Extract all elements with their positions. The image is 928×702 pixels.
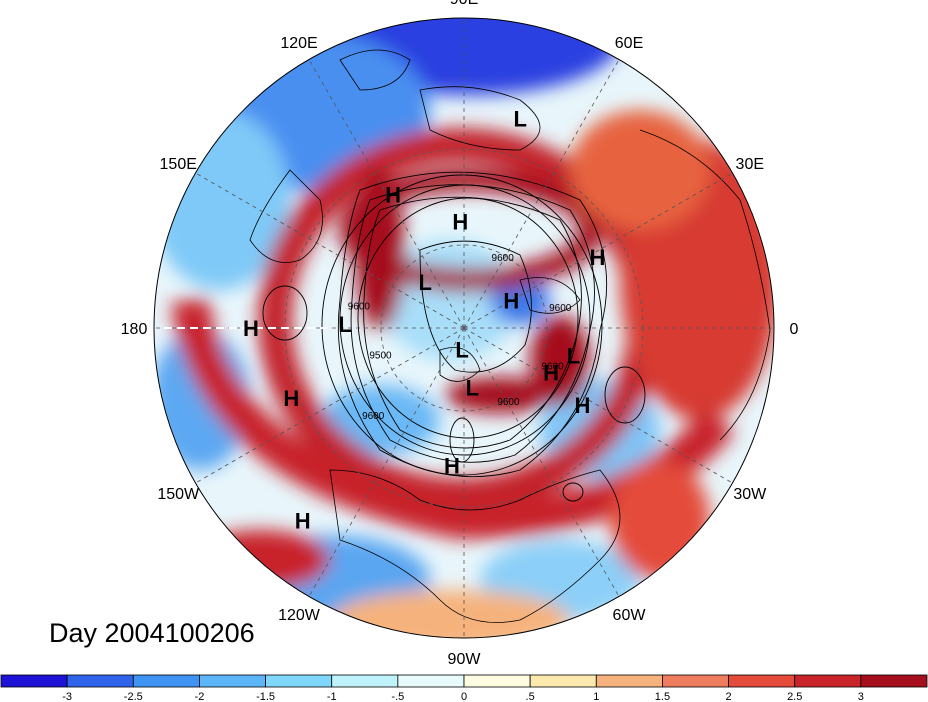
- colorbar-tick-label: .5: [526, 691, 535, 702]
- meridian-line: [195, 172, 465, 329]
- colorbar-swatch: [199, 674, 266, 688]
- contour-label: 9600: [541, 361, 564, 372]
- map-boundary: [153, 17, 775, 639]
- colorbar-swatch: [463, 674, 531, 688]
- parallel-line: [380, 244, 548, 412]
- colorbar-tick-label: 1.5: [655, 691, 670, 702]
- high-pressure-marker: H: [243, 316, 259, 341]
- colorbar: -3 -2.5 -2 -1.5 -1 -.5 0 .5 1 1.5 2 2.5 3: [0, 674, 928, 702]
- meridian-line: [308, 59, 465, 329]
- contour-label: 9600: [492, 253, 515, 264]
- meridian-line: [463, 327, 733, 484]
- longitude-label: 120E: [280, 35, 317, 52]
- colorbar-swatch: [595, 674, 663, 688]
- contour-label: 9600: [549, 303, 572, 314]
- colorbar-tick-label: -1.5: [256, 691, 275, 702]
- longitude-label: 30W: [733, 486, 767, 503]
- graticule: [154, 18, 774, 638]
- colorbar-tick-label: 2.5: [787, 691, 802, 702]
- longitude-label: 60W: [613, 607, 647, 624]
- colorbar-swatch: [794, 674, 862, 688]
- colorbar-tick-label: -.5: [391, 691, 404, 702]
- low-pressure-marker: L: [455, 338, 468, 363]
- high-pressure-marker: H: [444, 453, 460, 478]
- colorbar-swatch: [529, 674, 597, 688]
- meridian-line: [463, 172, 733, 329]
- colorbar-tick-label: -3: [62, 691, 72, 702]
- low-pressure-marker: L: [419, 270, 432, 295]
- longitude-label: 0: [790, 321, 799, 338]
- colorbar-tick-label: -1: [327, 691, 337, 702]
- low-pressure-marker: L: [338, 312, 351, 337]
- polar-map: 9600 9600 9500 9600 9600 9600 9600 90E 60E 30E 0 3…: [121, 0, 799, 668]
- height-contours: [262, 171, 646, 502]
- colorbar-swatch: [66, 674, 134, 688]
- longitude-label: 120W: [278, 607, 321, 624]
- longitude-label: 150W: [157, 486, 200, 503]
- colorbar-swatch: [662, 674, 729, 688]
- colorbar-tick-label: -2: [195, 691, 205, 702]
- date-label: Day 2004100206: [49, 618, 255, 648]
- high-pressure-marker: H: [543, 360, 559, 385]
- colorbar-tick-label: 3: [858, 691, 864, 702]
- high-pressure-marker: H: [575, 393, 591, 418]
- high-pressure-marker: H: [452, 209, 468, 234]
- high-pressure-marker: H: [503, 289, 519, 314]
- colorbar-swatch: [397, 674, 465, 688]
- contour-labels: 9600 9600 9500 9600 9600 9600 9600: [348, 253, 572, 422]
- high-pressure-marker: H: [385, 183, 401, 208]
- colorbar-swatch: [728, 674, 796, 688]
- meridian-line: [308, 327, 465, 597]
- colorbar-swatch: [132, 674, 200, 688]
- contour-label: 9600: [497, 397, 520, 408]
- longitude-label: 90E: [450, 0, 478, 8]
- longitude-labels: 90E 60E 30E 0 30W 60W 90W 120W 150W 180 150E 120E: [121, 0, 799, 668]
- longitude-label: 60E: [615, 35, 643, 52]
- high-pressure-marker: H: [295, 508, 311, 533]
- low-pressure-marker: L: [513, 106, 526, 131]
- colorbar-tick-label: 1: [593, 691, 599, 702]
- meridian-line: [463, 327, 620, 597]
- colorbar-swatch: [0, 674, 68, 688]
- meridian-line: [463, 59, 620, 329]
- longitude-label: 180: [121, 321, 148, 338]
- longitude-label: 30E: [736, 156, 764, 173]
- meridian-line: [195, 327, 465, 484]
- low-pressure-marker: L: [567, 343, 580, 368]
- longitude-label: 90W: [448, 651, 482, 668]
- colorbar-swatch: [331, 674, 399, 688]
- high-pressure-marker: H: [283, 386, 299, 411]
- colorbar-swatch: [860, 674, 928, 688]
- colorbar-swatch: [265, 674, 333, 688]
- contour-label: 9500: [369, 350, 392, 361]
- low-pressure-marker: L: [466, 376, 479, 401]
- contour-label: 9600: [348, 301, 371, 312]
- coastlines: [249, 49, 771, 623]
- colorbar-tick-label: 0: [461, 691, 467, 702]
- longitude-label: 150E: [160, 156, 197, 173]
- contour-label: 9600: [362, 411, 385, 422]
- colorbar-tick-label: 2: [726, 691, 732, 702]
- high-pressure-marker: H: [590, 245, 606, 270]
- colorbar-tick-label: -2.5: [124, 691, 143, 702]
